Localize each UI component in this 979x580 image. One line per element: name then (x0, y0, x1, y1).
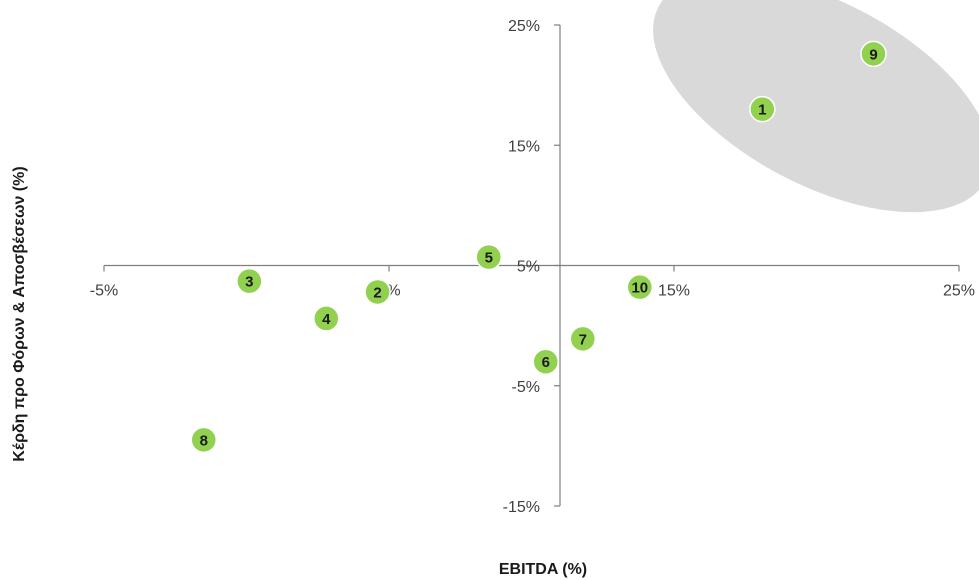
y-tick-label: 15% (508, 138, 540, 155)
data-point-marker (626, 273, 654, 301)
y-tick-label: -5% (512, 379, 540, 396)
data-point: 3 (236, 267, 263, 295)
x-tick-label: -5% (90, 283, 118, 300)
data-point: 8 (190, 426, 217, 454)
data-point-marker (749, 95, 776, 123)
x-tick-label: 15% (658, 283, 690, 300)
data-point-marker (364, 278, 391, 306)
data-points: 1 2 3 4 5 6 7 8 9 10 (190, 40, 887, 454)
data-point-marker (569, 325, 597, 353)
highlight-region-layer (653, 0, 979, 213)
data-point-label: 6 (542, 354, 550, 371)
data-point-marker (236, 267, 263, 295)
data-point-label: 3 (245, 274, 253, 291)
data-point: 1 (749, 95, 776, 123)
data-point: 4 (313, 305, 340, 332)
data-point-label: 7 (579, 331, 587, 348)
data-point: 5 (475, 243, 502, 271)
data-point-label: 10 (631, 280, 648, 297)
data-point-marker (190, 426, 217, 454)
data-point-label: 9 (869, 46, 877, 63)
data-point-marker (475, 243, 502, 271)
y-tick-label: -15% (503, 499, 540, 516)
data-point-label: 5 (485, 250, 493, 267)
x-axis-title: EBITDA (%) (499, 561, 587, 578)
data-point: 2 (364, 278, 391, 306)
highlight-ellipse (653, 0, 979, 213)
data-point-label: 2 (373, 284, 381, 301)
data-point-label: 1 (758, 102, 766, 119)
y-tick-label: 25% (508, 18, 540, 35)
axes (103, 24, 960, 507)
x-tick-label: 25% (943, 283, 975, 300)
data-point-marker (860, 40, 887, 68)
data-point: 10 (626, 273, 654, 301)
y-axis-title: Κέρδη προ Φόρων & Αποσβέσεων (%) (11, 166, 28, 461)
data-point: 6 (532, 348, 559, 375)
data-point: 9 (860, 40, 887, 68)
data-point: 7 (569, 325, 597, 353)
y-tick-label: 5% (517, 259, 540, 276)
data-point-marker (313, 305, 340, 332)
data-point-marker (532, 348, 559, 375)
data-point-label: 8 (200, 432, 208, 449)
data-point-label: 4 (322, 311, 331, 328)
